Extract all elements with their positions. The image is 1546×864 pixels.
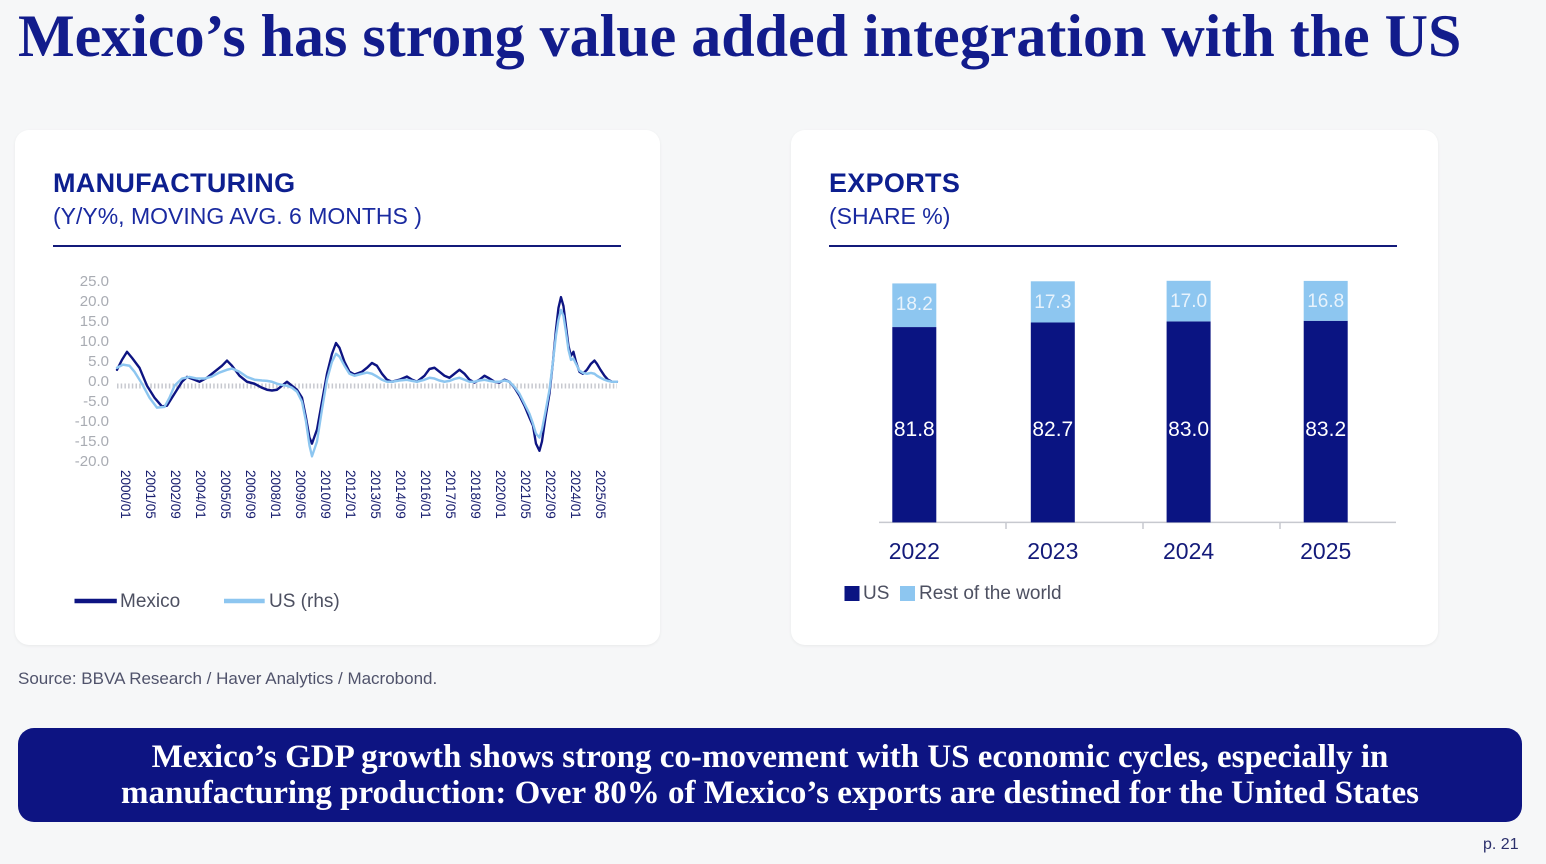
svg-text:2012/01: 2012/01 xyxy=(343,470,358,519)
svg-text:2013/05: 2013/05 xyxy=(368,470,383,519)
svg-text:2025/05: 2025/05 xyxy=(593,470,608,519)
svg-text:20.0: 20.0 xyxy=(80,293,109,310)
svg-text:-10.0: -10.0 xyxy=(75,413,109,430)
svg-text:2022: 2022 xyxy=(889,538,940,564)
svg-text:83.0: 83.0 xyxy=(1168,418,1209,441)
svg-text:2008/01: 2008/01 xyxy=(268,470,283,519)
svg-text:US: US xyxy=(863,583,889,604)
svg-text:2022/09: 2022/09 xyxy=(543,470,558,519)
svg-text:5.0: 5.0 xyxy=(88,353,109,370)
svg-text:-5.0: -5.0 xyxy=(83,393,109,410)
svg-text:83.2: 83.2 xyxy=(1305,418,1346,441)
svg-text:17.0: 17.0 xyxy=(1170,291,1207,312)
svg-text:2010/09: 2010/09 xyxy=(318,470,333,519)
svg-text:18.2: 18.2 xyxy=(896,294,933,315)
svg-text:2021/05: 2021/05 xyxy=(518,470,533,519)
svg-text:0.0: 0.0 xyxy=(88,373,109,390)
svg-text:US (rhs): US (rhs) xyxy=(269,591,340,612)
svg-text:2001/05: 2001/05 xyxy=(143,470,158,519)
svg-text:16.8: 16.8 xyxy=(1307,291,1344,312)
svg-text:2002/09: 2002/09 xyxy=(168,470,183,519)
svg-text:15.0: 15.0 xyxy=(80,313,109,330)
svg-text:2025: 2025 xyxy=(1300,538,1351,564)
svg-text:82.7: 82.7 xyxy=(1032,418,1073,441)
svg-text:2000/01: 2000/01 xyxy=(118,470,133,519)
svg-text:2016/01: 2016/01 xyxy=(418,470,433,519)
svg-text:25.0: 25.0 xyxy=(80,273,109,290)
svg-text:-15.0: -15.0 xyxy=(75,433,109,450)
svg-text:2017/05: 2017/05 xyxy=(443,470,458,519)
svg-text:10.0: 10.0 xyxy=(80,333,109,350)
svg-text:2024/01: 2024/01 xyxy=(568,470,583,519)
svg-text:17.3: 17.3 xyxy=(1034,292,1071,313)
svg-text:2005/05: 2005/05 xyxy=(218,470,233,519)
svg-text:2018/09: 2018/09 xyxy=(468,470,483,519)
svg-text:2009/05: 2009/05 xyxy=(293,470,308,519)
svg-text:2024: 2024 xyxy=(1163,538,1214,564)
svg-text:2023: 2023 xyxy=(1027,538,1078,564)
svg-text:2006/09: 2006/09 xyxy=(243,470,258,519)
svg-text:Mexico: Mexico xyxy=(120,591,180,612)
svg-text:2020/01: 2020/01 xyxy=(493,470,508,519)
svg-text:2014/09: 2014/09 xyxy=(393,470,408,519)
svg-text:2004/01: 2004/01 xyxy=(193,470,208,519)
svg-text:-20.0: -20.0 xyxy=(75,453,109,470)
svg-text:81.8: 81.8 xyxy=(894,418,935,441)
svg-text:Rest of the world: Rest of the world xyxy=(919,583,1062,604)
